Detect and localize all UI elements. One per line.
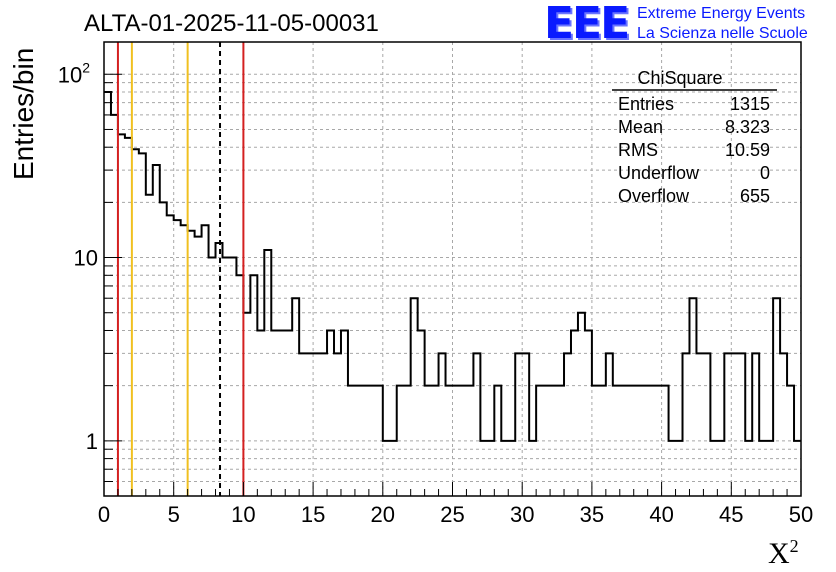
stats-value: 0 [760, 163, 770, 183]
x-tick-label: 5 [168, 502, 180, 527]
stats-value: 8.323 [725, 117, 770, 137]
eee-logo-text: Extreme Energy Events La Scienza nelle S… [637, 4, 808, 44]
x-tick-label: 35 [580, 502, 604, 527]
x-tick-label: 40 [649, 502, 673, 527]
stats-label: Entries [618, 94, 674, 114]
x-tick-label: 50 [789, 502, 813, 527]
histogram-step-line [104, 91, 801, 442]
x-tick-label: 0 [98, 502, 110, 527]
x-tick-label: 45 [719, 502, 743, 527]
y-axis-label: Entries/bin [8, 47, 39, 180]
x-tick-label: 30 [510, 502, 534, 527]
eee-logo-mark: EEE [544, 0, 630, 49]
x-tick-label: 25 [440, 502, 464, 527]
histogram-line [104, 91, 801, 442]
y-tick-exponent: 2 [82, 59, 90, 75]
logo-line-1: Extreme Energy Events [637, 5, 806, 22]
x-tick-label: 20 [371, 502, 395, 527]
x-tick-label: 15 [301, 502, 325, 527]
x-axis-label: X2 [768, 536, 799, 570]
x-tick-label: 10 [231, 502, 255, 527]
y-tick-label: 102 [58, 59, 90, 87]
stats-label: Overflow [618, 186, 690, 206]
stats-label: RMS [618, 140, 658, 160]
stats-label: Underflow [618, 163, 700, 183]
y-tick-label: 1 [86, 429, 98, 454]
y-tick-label: 10 [74, 246, 98, 271]
chart-title: ALTA-01-2025-11-05-00031 [84, 10, 379, 37]
stats-value: 655 [740, 186, 770, 206]
grid-lines [104, 42, 801, 496]
stats-value: 1315 [730, 94, 770, 114]
stats-label: Mean [618, 117, 663, 137]
logo-line-2: La Scienza nelle Scuole [637, 25, 808, 42]
stats-box: ChiSquare Entries 1315 Mean 8.323 RMS 10.59 Und… [612, 68, 777, 206]
marker-lines [116, 42, 245, 496]
stats-value: 10.59 [725, 140, 770, 160]
stats-title: ChiSquare [637, 68, 722, 88]
